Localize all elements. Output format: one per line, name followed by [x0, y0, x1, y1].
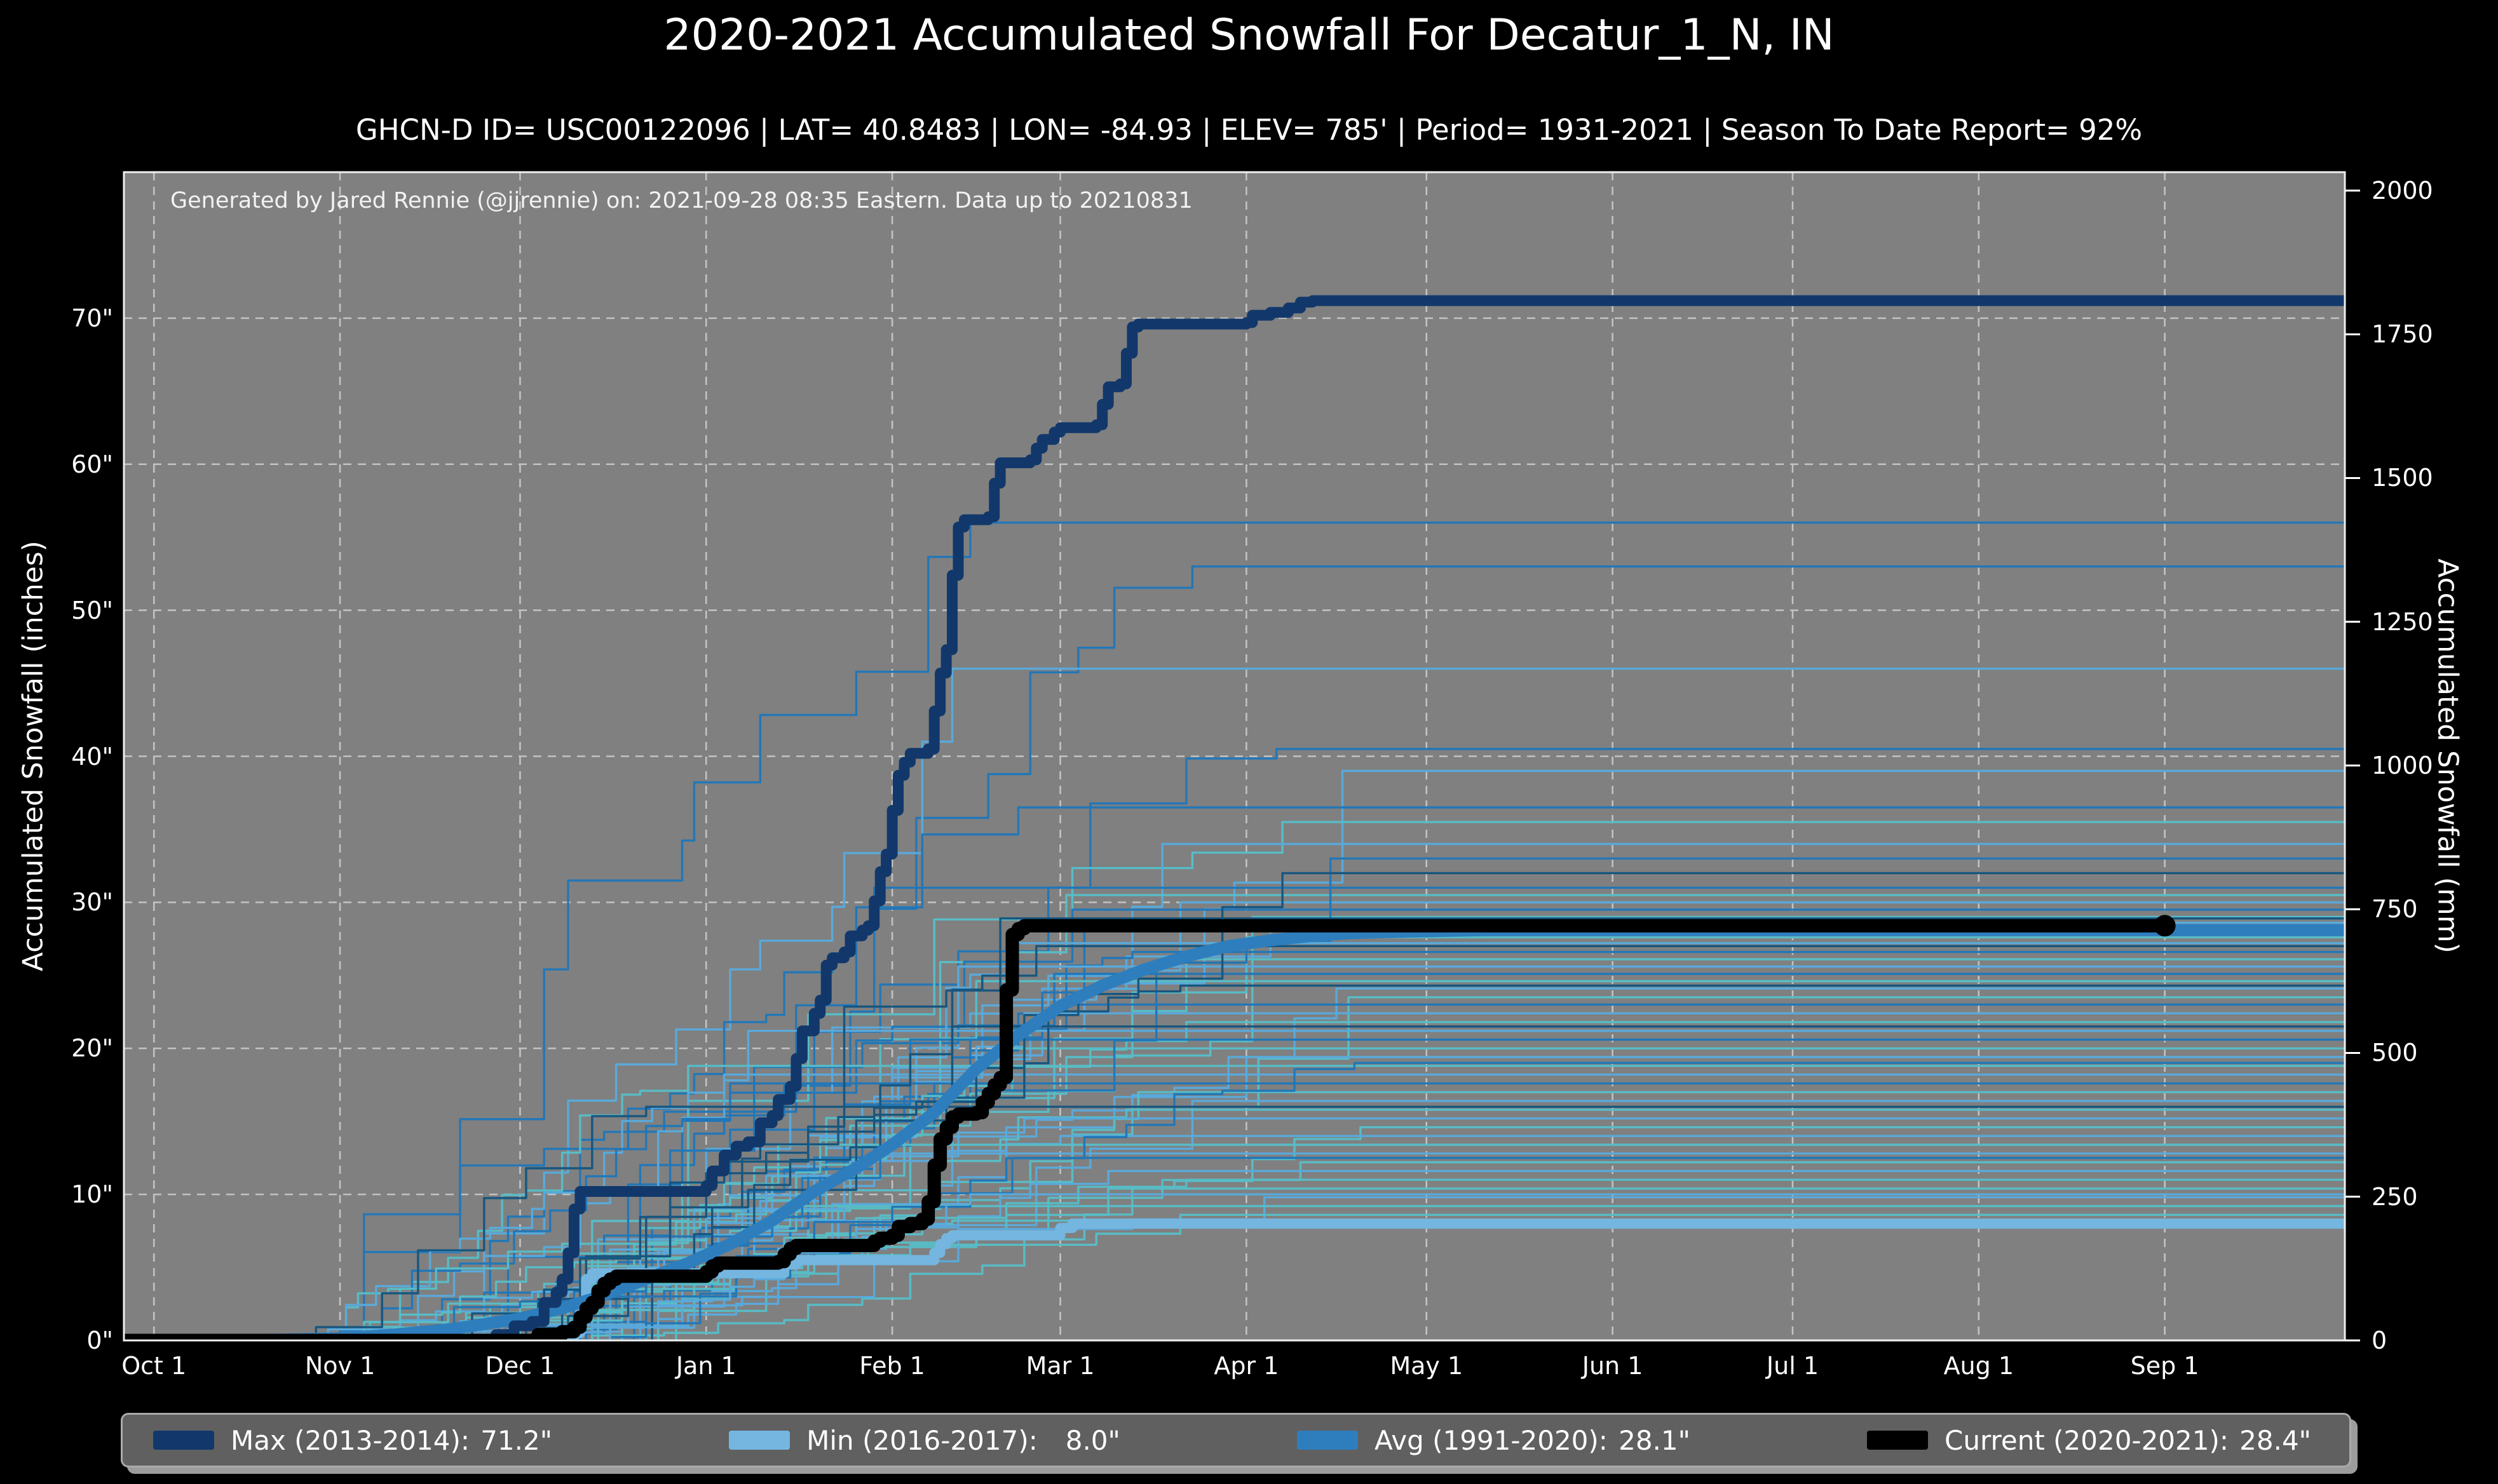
x-tick-label: Sep 1: [2130, 1352, 2199, 1380]
y-tick-label-inches: 10": [71, 1180, 113, 1209]
legend-item-avg: Avg (1991-2020): 28.1": [1296, 1424, 1690, 1456]
legend-swatch-current: [1867, 1431, 1929, 1450]
series-current_2020_2021: [124, 919, 2165, 1340]
season-line: [124, 748, 2345, 1340]
season-line: [124, 917, 2345, 1340]
x-tick-label: Jun 1: [1582, 1352, 1643, 1380]
legend-label: Min (2016-2017):: [806, 1424, 1038, 1456]
series-lines: [124, 295, 2345, 1340]
legend-label: Current (2020-2021):: [1945, 1424, 2229, 1456]
x-tick-label: Apr 1: [1214, 1352, 1279, 1380]
series-avg_1991_2020: [124, 924, 2345, 1340]
legend-swatch-max: [153, 1431, 214, 1450]
y-tick-label-inches: 0": [86, 1326, 113, 1354]
season-line: [124, 1126, 2345, 1340]
right-tick-marks: [2345, 189, 2360, 1342]
x-tick-label: Oct 1: [121, 1352, 187, 1380]
legend-label: Avg (1991-2020):: [1374, 1424, 1608, 1456]
y-tick-label-mm: 750: [2372, 895, 2418, 924]
y-tick-label-mm: 1000: [2372, 751, 2433, 779]
y-tick-label-mm: 0: [2372, 1326, 2387, 1354]
season-line: [124, 522, 2345, 1340]
y-tick-label-mm: 250: [2372, 1182, 2418, 1211]
x-tick-label: Jan 1: [675, 1352, 737, 1380]
plot-spines: [123, 171, 2346, 1342]
y-tick-label-mm: 2000: [2372, 176, 2433, 205]
legend-item-max: Max (2013-2014): 71.2": [153, 1425, 552, 1456]
x-tick-label: Nov 1: [304, 1352, 376, 1380]
y-tick-label-inches: 40": [71, 742, 113, 771]
x-tick-label: Mar 1: [1026, 1352, 1095, 1380]
chart-subtitle: GHCN-D ID= USC00122096 | LAT= 40.8483 | …: [355, 113, 2143, 147]
season-line: [124, 821, 2345, 1340]
y-tick-label-inches: 50": [71, 596, 113, 624]
legend-swatch-avg: [1296, 1431, 1358, 1450]
y-tick-label-inches: 70": [71, 304, 113, 332]
legend-item-min: Min (2016-2017): 8.0": [729, 1425, 1120, 1456]
season-line: [124, 1062, 2345, 1340]
season-line: [124, 1065, 2345, 1340]
series-max_2013_2014: [124, 295, 2345, 1340]
y-tick-label-mm: 1500: [2372, 464, 2433, 492]
y-axis-label-right: Accumulated Snowfall (mm): [2431, 558, 2464, 954]
legend: Max (2013-2014): 71.2" Min (2016-2017): 8.0…: [121, 1413, 2351, 1467]
y-tick-label-mm: 500: [2372, 1039, 2418, 1067]
watermark-text: Generated by Jared Rennie (@jjrennie) on…: [170, 188, 1193, 213]
x-tick-label: Dec 1: [485, 1352, 555, 1380]
legend-value: 8.0": [1065, 1424, 1120, 1456]
legend-value: 28.1": [1619, 1424, 1690, 1456]
season-line: [124, 1193, 2345, 1340]
y-tick-label-mm: 1250: [2372, 607, 2433, 636]
legend-swatch-min: [729, 1431, 791, 1450]
x-tick-label: Jul 1: [1766, 1352, 1819, 1380]
current-end-marker: [2154, 915, 2176, 937]
legend-value: 28.4": [2239, 1424, 2311, 1456]
y-tick-label-inches: 20": [71, 1034, 113, 1063]
legend-label: Max (2013-2014):: [231, 1424, 470, 1456]
y-tick-label-inches: 30": [71, 888, 113, 917]
y-tick-label-inches: 60": [71, 450, 113, 478]
legend-value: 71.2": [480, 1424, 553, 1456]
x-tick-label: Aug 1: [1943, 1352, 2014, 1380]
chart-title: 2020-2021 Accumulated Snowfall For Decat…: [663, 10, 1835, 60]
legend-item-current: Current (2020-2021): 28.4": [1867, 1425, 2311, 1456]
season-line: [124, 1157, 2345, 1340]
season-line: [124, 1105, 2345, 1340]
gridlines: [124, 172, 2345, 1340]
x-tick-label: May 1: [1390, 1352, 1463, 1380]
x-tick-label: Feb 1: [859, 1352, 925, 1380]
y-tick-label-mm: 1750: [2372, 320, 2433, 349]
